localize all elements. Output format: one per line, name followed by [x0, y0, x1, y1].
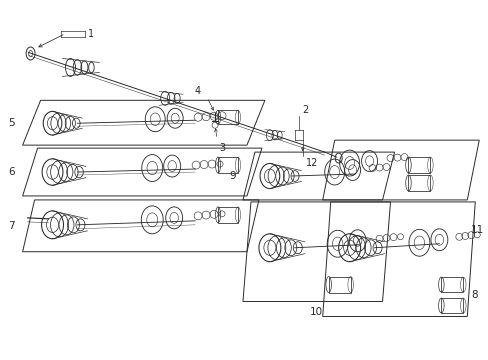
Text: 4: 4 — [195, 86, 201, 96]
Bar — [441, 298, 462, 313]
Bar — [407, 175, 429, 191]
Bar — [218, 207, 238, 223]
Text: 1: 1 — [88, 28, 94, 39]
Text: 6: 6 — [8, 167, 15, 177]
Text: 11: 11 — [470, 225, 484, 235]
Text: 12: 12 — [305, 158, 318, 168]
Text: 10: 10 — [309, 306, 322, 316]
Text: 8: 8 — [470, 289, 477, 300]
Text: 5: 5 — [8, 118, 15, 128]
Text: 2: 2 — [301, 105, 307, 115]
Bar — [218, 157, 238, 173]
Text: 3: 3 — [219, 143, 224, 153]
Text: 7: 7 — [8, 221, 15, 231]
Bar — [328, 276, 350, 293]
Bar — [407, 157, 429, 173]
Bar — [218, 110, 238, 124]
Text: 9: 9 — [229, 171, 236, 181]
Bar — [441, 277, 462, 292]
